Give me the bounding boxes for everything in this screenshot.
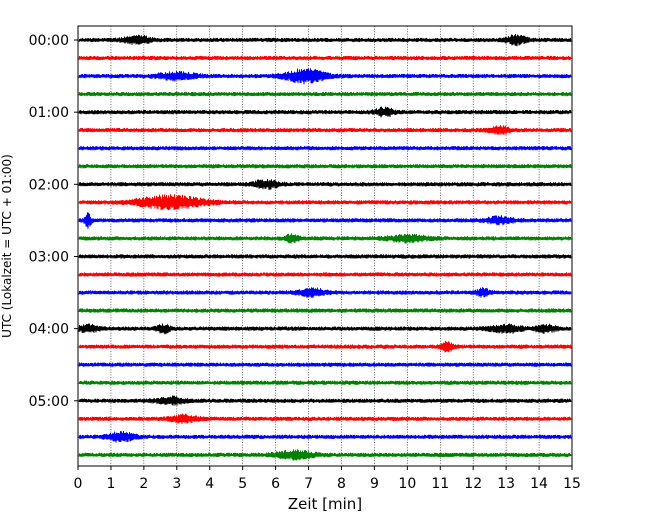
- trace-0130: [78, 146, 572, 151]
- trace-0400: [78, 323, 572, 335]
- trace-0330: [78, 287, 572, 298]
- x-tick-label: 6: [271, 476, 280, 492]
- trace-0145: [78, 164, 572, 169]
- trace-0445: [78, 380, 572, 385]
- y-tick-label: 01:00: [29, 105, 69, 121]
- y-tick-label: 00:00: [29, 33, 69, 49]
- x-tick-label: 15: [563, 476, 581, 492]
- x-tick-label: 5: [238, 476, 247, 492]
- plot-frame: [77, 25, 573, 467]
- trace-0045: [78, 91, 572, 97]
- x-tick-label: 14: [530, 476, 548, 492]
- trace-0500: [78, 395, 572, 406]
- trace-0315: [78, 272, 572, 277]
- trace-0200: [78, 178, 572, 190]
- x-tick-label: 12: [464, 476, 482, 492]
- x-axis-label: Zeit [min]: [288, 495, 362, 513]
- x-tick-label: 9: [370, 476, 379, 492]
- trace-0415: [78, 340, 572, 353]
- trace-0530: [78, 431, 572, 443]
- trace-0115: [78, 125, 572, 135]
- x-tick-label: 8: [337, 476, 346, 492]
- trace-0000: [78, 34, 572, 47]
- x-tick-label: 13: [497, 476, 515, 492]
- trace-0300: [78, 254, 572, 259]
- trace-0100: [78, 106, 572, 118]
- trace-0245: [78, 233, 572, 244]
- x-tick-label: 3: [172, 476, 181, 492]
- y-tick-label: 05:00: [29, 394, 69, 410]
- y-tick-label: 04:00: [29, 322, 69, 338]
- x-tick-label: 7: [304, 476, 313, 492]
- trace-0430: [78, 362, 572, 367]
- seismogram-traces: [78, 34, 572, 461]
- trace-0515: [78, 413, 572, 424]
- trace-0345: [78, 308, 572, 313]
- trace-0230: [78, 212, 572, 229]
- trace-0215: [78, 194, 572, 211]
- y-tick-label: 03:00: [29, 249, 69, 265]
- x-tick-label: 4: [205, 476, 214, 492]
- y-axis-label: UTC (Lokalzeit = UTC + 01:00): [0, 154, 14, 338]
- vertical-grid: [110, 26, 540, 466]
- x-tick-label: 10: [398, 476, 416, 492]
- trace-0015: [78, 55, 572, 61]
- x-tick-label: 11: [431, 476, 449, 492]
- y-tick-label: 02:00: [29, 177, 69, 193]
- trace-0030: [78, 68, 572, 85]
- y-axis-ticks: 00:00 01:00 02:00 03:00 04:00 05:00: [29, 33, 78, 410]
- x-tick-label: 0: [74, 476, 83, 492]
- trace-0545: [78, 449, 572, 461]
- x-axis-ticks: 0 1 2 3 4 5 6 7 8 9 10 11 12 13 14 15: [74, 466, 581, 492]
- x-tick-label: 2: [139, 476, 148, 492]
- x-tick-label: 1: [106, 476, 115, 492]
